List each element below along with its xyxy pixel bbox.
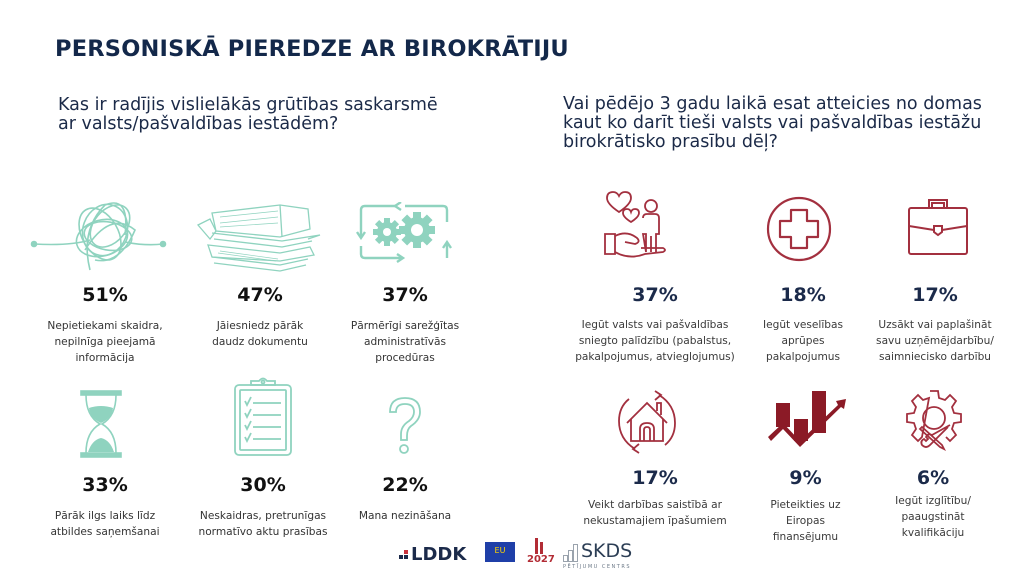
question-mark-icon [389, 397, 421, 454]
right-item-3: 17% Uzsākt vai paplašināt savu uzņēmējda… [865, 190, 1005, 370]
left-item-4-label: Pārāk ilgs laiks līdz atbildes saņemšana… [50, 510, 160, 538]
skds-logo: SKDS PĒTĪJUMU CENTRS [563, 540, 645, 572]
left-item-5-percent: 30% [240, 474, 286, 496]
left-item-5: 30% Neskaidras, pretrunīgas normatīvo ak… [183, 375, 343, 540]
right-item-2-label: Iegūt veselības aprūpes pakalpojumus [762, 319, 844, 363]
right-item-5-percent: 9% [789, 467, 822, 489]
hand-hearts-person-icon [604, 191, 666, 258]
left-item-1: 51% Nepietiekami skaidra, nepilnīga piee… [30, 190, 180, 370]
left-item-6-label: Mana nezināšana [358, 510, 452, 522]
tangled-line-icon [30, 202, 167, 271]
hourglass-icon [80, 390, 122, 458]
footer-logos: LDDK EU 2027 SKDS PĒTĪJUMU CENTRS [395, 538, 645, 574]
left-item-2-label: Jāiesniedz pārāk daudz dokumentu [212, 320, 308, 348]
checklist-clipboard-icon [234, 377, 292, 456]
right-item-3-percent: 17% [912, 284, 958, 306]
page-title: PERSONISKĀ PIEREDZE AR BIROKRĀTIJU [55, 36, 569, 62]
right-item-2-percent: 18% [780, 284, 826, 306]
house-cycle-icon [618, 390, 676, 454]
left-item-5-label: Neskaidras, pretrunīgas normatīvo aktu p… [198, 510, 328, 538]
briefcase-icon [908, 199, 968, 255]
right-item-6-percent: 6% [916, 467, 950, 489]
right-item-6-label: Iegūt izglītību/ paaugstināt kvalifikāci… [895, 495, 971, 539]
right-item-4-label: Veikt darbības saistībā ar nekustamajiem… [583, 499, 727, 527]
lddk-mark-icon [399, 550, 409, 562]
left-item-6-percent: 22% [382, 474, 428, 496]
paper-stack-icon [196, 204, 321, 272]
medical-cross-icon [766, 196, 832, 262]
left-question: Kas ir radījis vislielākās grūtības sask… [58, 95, 438, 134]
skds-bars-icon [563, 544, 578, 562]
left-item-3-label: Pārmērīgi sarežģītas administratīvās pro… [350, 320, 460, 364]
left-item-4: 33% Pārāk ilgs laiks līdz atbildes saņem… [30, 380, 180, 540]
right-item-4-percent: 17% [632, 467, 678, 489]
right-item-5: 9% Pieteikties uz Eiropas finansējumu [748, 385, 863, 555]
growth-chart-icon [768, 391, 846, 447]
right-item-6: 6% Iegūt izglītību/ paaugstināt kvalifik… [868, 385, 998, 555]
left-item-3-percent: 37% [382, 284, 428, 306]
left-item-1-percent: 51% [82, 284, 128, 306]
right-item-3-label: Uzsākt vai paplašināt savu uzņēmējdarbīb… [876, 319, 994, 363]
left-item-2: 47% Jāiesniedz pārāk daudz dokumentu [190, 190, 330, 370]
left-item-3: 37% Pārmērīgi sarežģītas administratīvās… [345, 190, 465, 370]
skds-subtitle: PĒTĪJUMU CENTRS [563, 564, 631, 570]
lddk-text: LDDK [411, 544, 467, 565]
left-item-4-percent: 33% [82, 474, 128, 496]
skds-text: SKDS [581, 540, 633, 562]
right-item-1-label: Iegūt valsts vai pašvaldības sniegto pal… [575, 319, 735, 363]
eu-stars-icon: EU [494, 546, 506, 555]
gear-tools-icon [906, 390, 962, 451]
left-item-6: 22% Mana nezināšana [345, 380, 465, 540]
right-item-1: 37% Iegūt valsts vai pašvaldības sniegto… [565, 190, 745, 370]
right-item-2: 18% Iegūt veselības aprūpes pakalpojumus [748, 190, 858, 370]
gears-cycle-icon [356, 202, 452, 263]
eu-flag-logo: EU [485, 542, 515, 562]
right-item-1-percent: 37% [632, 284, 678, 306]
left-item-1-label: Nepietiekami skaidra, nepilnīga pieejamā… [47, 320, 163, 364]
year-text: 2027 [527, 554, 555, 565]
left-item-2-percent: 47% [237, 284, 283, 306]
right-item-4: 17% Veikt darbības saistībā ar nekustama… [565, 385, 745, 555]
lddk-logo: LDDK [399, 544, 479, 570]
year-2027-logo: 2027 [527, 538, 555, 570]
right-item-5-label: Pieteikties uz Eiropas finansējumu [770, 499, 841, 543]
right-question: Vai pēdējo 3 gadu laikā esat atteicies n… [563, 94, 982, 152]
